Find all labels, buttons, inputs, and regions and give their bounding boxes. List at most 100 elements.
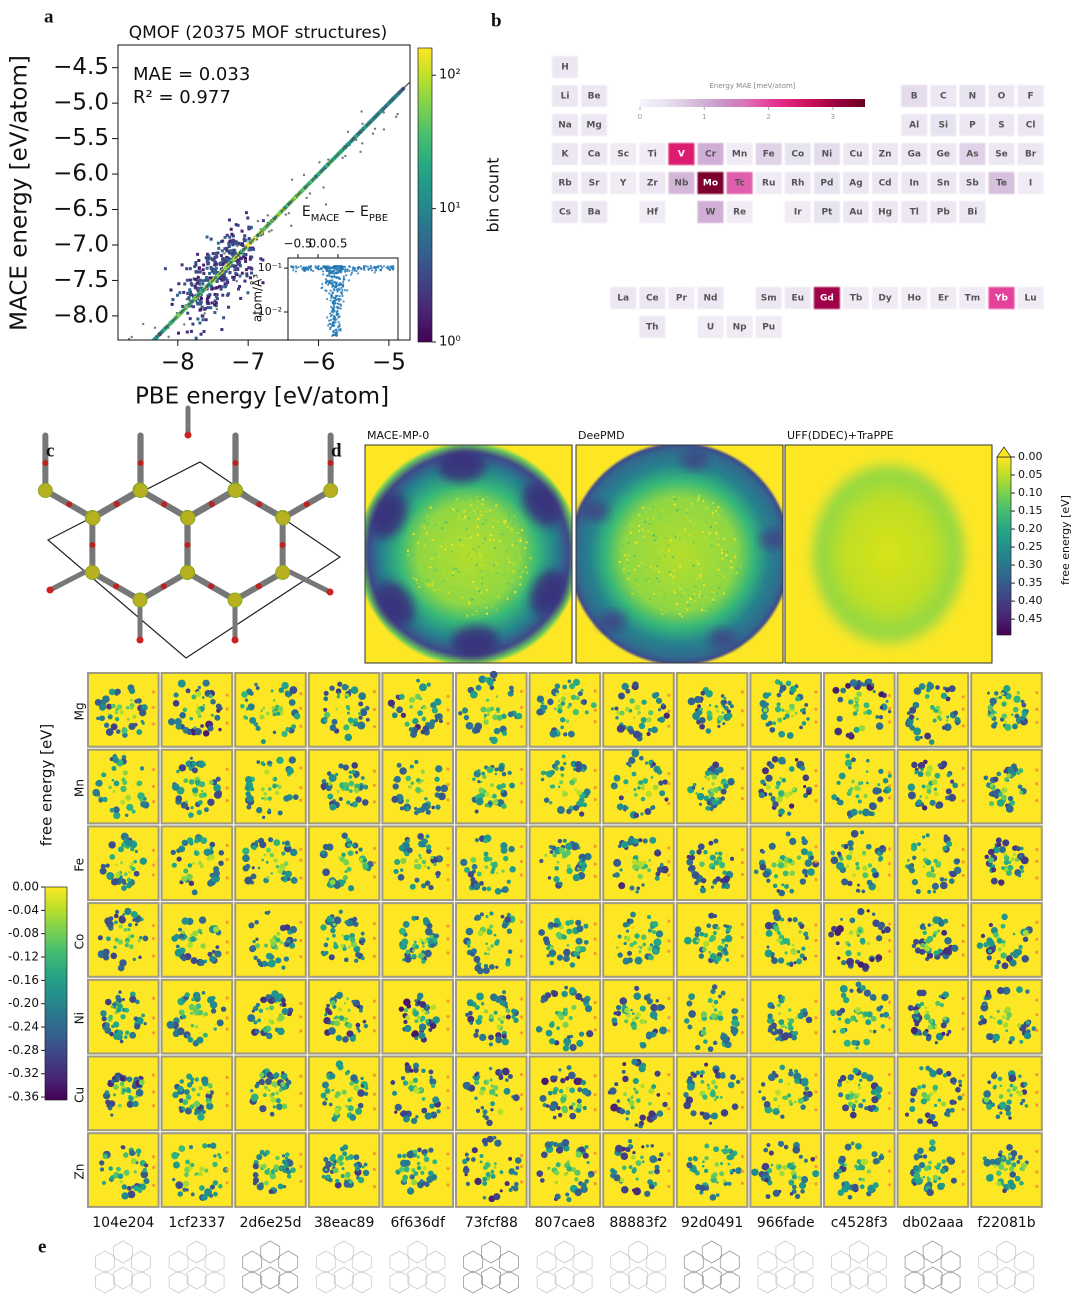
map-blob <box>415 694 421 700</box>
map-blob <box>423 706 426 709</box>
map-blob <box>348 885 354 891</box>
map-speckle <box>436 568 438 570</box>
grid-map <box>603 749 674 824</box>
map-speckle <box>427 523 429 525</box>
map-blob <box>858 799 862 803</box>
density-cell <box>249 258 252 261</box>
inset-point <box>343 278 345 280</box>
colorbar-label: bin count <box>484 158 503 233</box>
map-blob <box>839 773 846 780</box>
map-blob <box>573 679 580 686</box>
map-speckle <box>698 574 700 576</box>
map-blob <box>1016 715 1019 718</box>
map-blob <box>704 796 710 802</box>
map-blob <box>618 844 622 848</box>
map-blob <box>484 852 489 857</box>
map-blob <box>134 871 140 877</box>
map-speckle <box>493 564 495 566</box>
map-blob <box>563 839 567 843</box>
map-blob <box>269 763 272 766</box>
oxygen <box>185 432 192 439</box>
grid-map <box>456 826 527 900</box>
map-blob <box>112 766 117 771</box>
map-speckle <box>703 584 705 586</box>
inset-point <box>341 266 343 268</box>
map-speckle <box>706 507 708 509</box>
map-blob <box>614 706 618 710</box>
colorbar-tick-label: 10¹ <box>439 201 461 216</box>
map-blob <box>414 807 417 810</box>
map-speckle <box>688 534 690 536</box>
map-speckle <box>650 566 652 568</box>
map-speckle <box>715 532 717 534</box>
outlier <box>383 128 385 130</box>
map-blob <box>692 712 700 720</box>
map-blob <box>633 717 636 720</box>
map-blob <box>633 813 639 819</box>
map-blob <box>647 868 651 872</box>
element-symbol: Zr <box>647 179 659 189</box>
map-blob <box>634 793 638 797</box>
map-blob <box>256 760 260 764</box>
map-blob <box>723 700 727 704</box>
inset-point <box>341 291 343 293</box>
map-blob <box>140 766 144 770</box>
density-cell <box>230 249 233 252</box>
density-cell <box>238 285 241 288</box>
map-blob <box>409 705 413 709</box>
map-speckle <box>666 526 668 528</box>
map-blob <box>858 810 862 814</box>
map-speckle <box>659 509 661 511</box>
map-speckle <box>481 542 483 544</box>
map-blob <box>637 861 643 867</box>
map-blob <box>363 859 367 863</box>
inset-point <box>380 265 382 267</box>
density-cell <box>144 347 147 350</box>
map-blob <box>203 763 206 766</box>
map-blob <box>922 785 926 789</box>
map-blob <box>408 785 412 789</box>
oxygen <box>208 583 214 589</box>
density-cell <box>235 267 238 270</box>
density-cell <box>228 240 231 243</box>
density-cell <box>234 272 237 275</box>
inset-point <box>326 316 328 318</box>
map-speckle <box>637 531 639 533</box>
map-blob <box>198 686 201 689</box>
outlier <box>267 214 269 216</box>
inset-title-part: PBE <box>369 213 388 224</box>
map-blob <box>210 699 216 705</box>
map-speckle <box>473 510 475 512</box>
map-title: DeePMD <box>578 429 625 442</box>
map-speckle <box>507 520 509 522</box>
map-speckle <box>713 591 715 593</box>
map-marker <box>299 859 302 862</box>
map-speckle <box>486 589 488 591</box>
map-blob <box>700 887 706 893</box>
map-blob <box>707 710 712 715</box>
map-speckle <box>673 494 675 496</box>
map-speckle <box>486 613 488 615</box>
inset-point <box>336 268 338 270</box>
map-blob <box>470 877 475 882</box>
map-speckle <box>432 519 434 521</box>
map-speckle <box>699 591 701 593</box>
map-speckle <box>645 566 647 568</box>
grid-map <box>162 673 233 747</box>
map-speckle <box>482 577 484 579</box>
map-blob <box>697 704 701 708</box>
map-blob <box>487 837 490 840</box>
map-blob <box>854 786 859 791</box>
density-cell <box>185 306 188 309</box>
map-marker <box>741 767 744 770</box>
panel-label: a <box>44 6 54 27</box>
map-blob <box>555 760 560 765</box>
map-marker <box>226 694 229 697</box>
element-symbol: Te <box>996 179 1007 189</box>
map-blob <box>927 765 933 771</box>
map-speckle <box>661 571 663 573</box>
colorbar-tick-label: 1 <box>702 113 706 121</box>
element-symbol: Rh <box>791 179 804 189</box>
element-symbol: O <box>998 92 1006 102</box>
inset-point <box>345 274 347 276</box>
